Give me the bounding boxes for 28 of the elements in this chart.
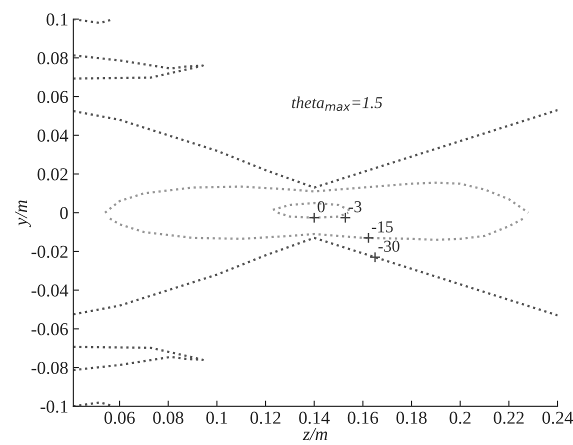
x-tick-label: 0.06 (104, 412, 135, 424)
annotation: -15 (372, 221, 393, 232)
x-tick-label: 0.16 (348, 412, 378, 424)
x-tick-label: 0.08 (153, 412, 184, 424)
y-axis-title: y/m (15, 200, 31, 228)
y-tick-label: 0.1 (46, 13, 68, 26)
y-tick-label: 0 (60, 206, 68, 220)
x-tick-label: 0.14 (299, 412, 330, 424)
y-tick-label: -0.1 (40, 400, 68, 413)
x-tick-label: 0.2 (450, 412, 470, 424)
x-axis-title: z/m (302, 428, 328, 440)
x-tick-label: 0.24 (542, 412, 573, 424)
y-tick-label: -0.08 (32, 362, 68, 374)
annotation: 0 (318, 201, 325, 212)
annotation: -3 (348, 201, 362, 212)
x-tick-label: 0.18 (396, 412, 427, 424)
x-tick-label: 0.1 (206, 412, 228, 424)
y-tick-label: -0.04 (32, 284, 68, 297)
x-tick-label: 0.12 (250, 412, 280, 424)
y-tick-label: 0.06 (38, 90, 68, 104)
y-tick-label: 0.04 (38, 130, 68, 142)
annotation: -30 (378, 240, 400, 252)
annotation: theta$_{max}$=1.5 (292, 96, 382, 111)
x-tick-label: 0.22 (494, 412, 524, 424)
y-tick-label: -0.06 (32, 323, 68, 336)
y-tick-label: 0.02 (38, 168, 68, 181)
y-tick-label: 0.08 (38, 52, 68, 64)
y-tick-label: -0.02 (32, 246, 68, 258)
